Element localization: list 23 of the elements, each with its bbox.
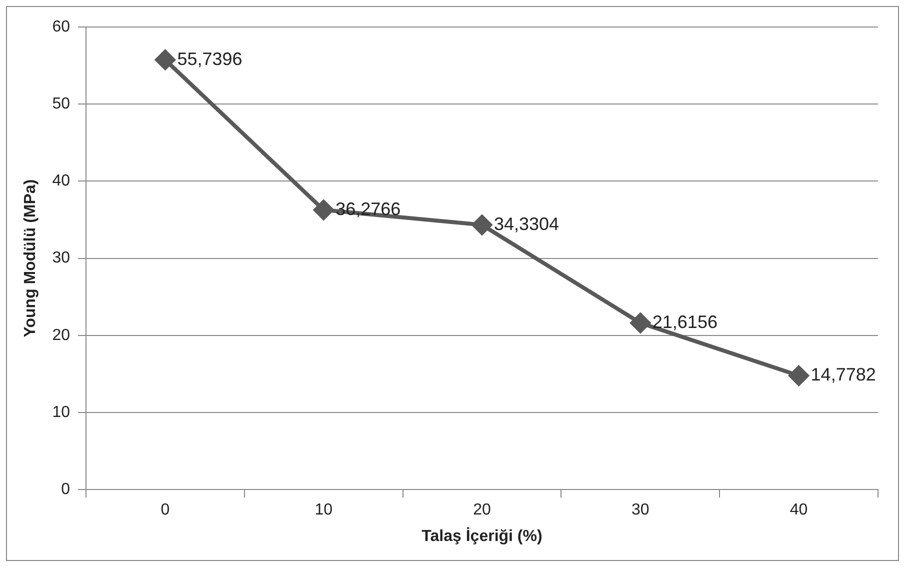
point (155, 50, 176, 70)
y-tick-label: 30 (52, 250, 70, 267)
x-tick-label: 0 (160, 502, 170, 519)
y-axis-title: Young Modülü (MPa) (22, 179, 40, 338)
x-tick-label: 40 (790, 502, 808, 519)
point (314, 200, 334, 220)
y-tick-label: 20 (52, 326, 70, 344)
data-label: 21,6156 (652, 312, 718, 332)
point (788, 366, 809, 386)
x-tick-label: 30 (632, 502, 650, 519)
x-axis-title: Talaş İçeriği (%) (422, 526, 542, 545)
y-tick-label: 60 (52, 18, 70, 36)
y-tick-label: 0 (61, 481, 70, 498)
y-tick-label: 40 (52, 172, 70, 190)
y-tick-label: 50 (52, 96, 70, 113)
point (630, 312, 650, 333)
data-label: 34,3304 (494, 214, 560, 234)
x-tick-label: 20 (473, 502, 491, 519)
data-label: 55,7396 (177, 48, 242, 69)
data-label: 14,7782 (810, 364, 876, 385)
point (472, 214, 492, 235)
x-tick-label: 10 (314, 502, 333, 519)
y-tick-label: 10 (52, 404, 70, 421)
